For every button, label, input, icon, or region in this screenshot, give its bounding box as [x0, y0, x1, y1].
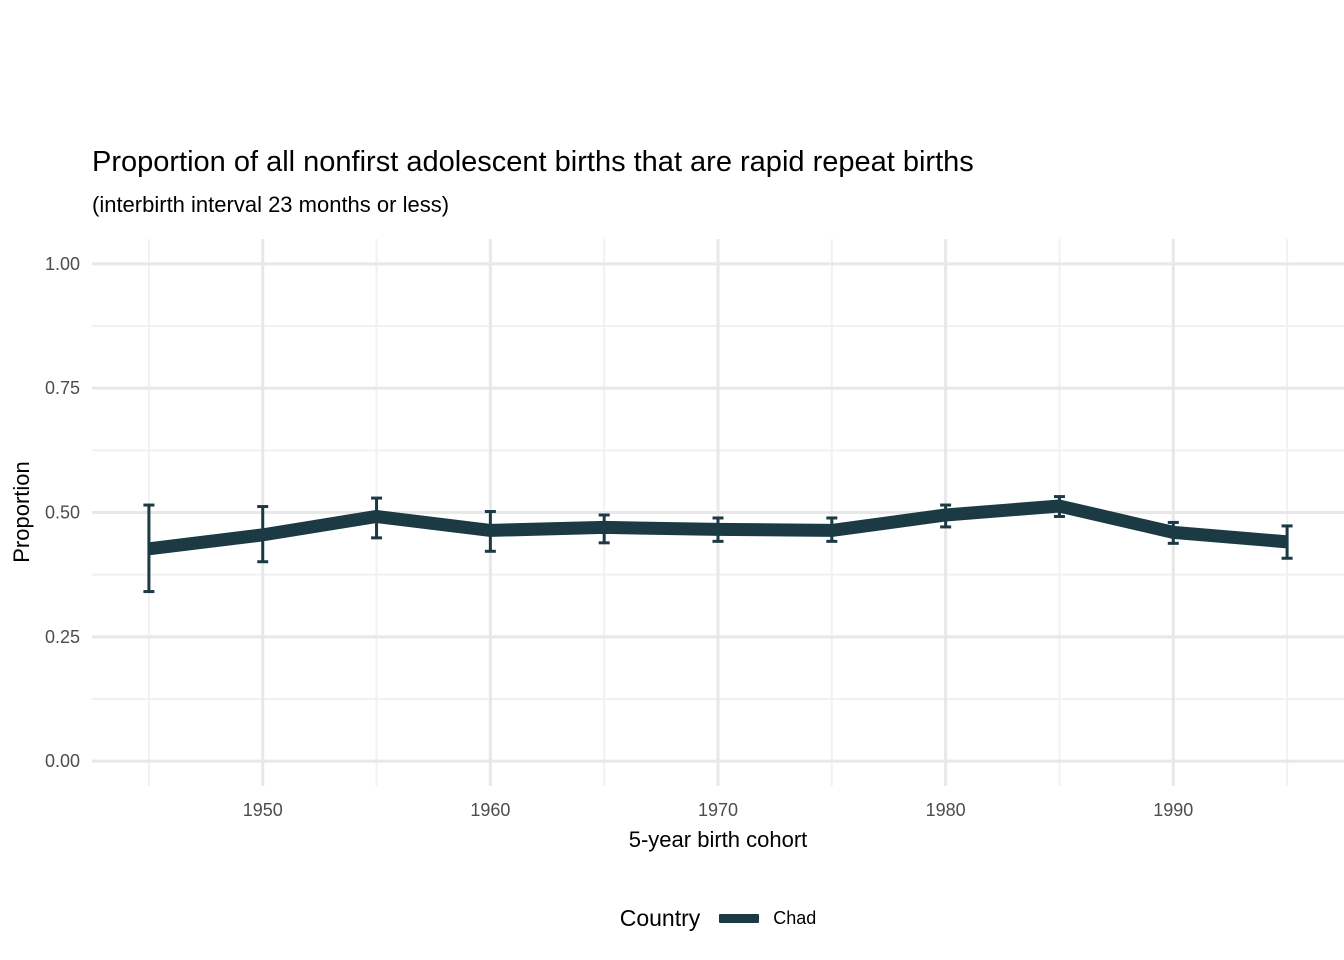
x-tick-label: 1980	[926, 800, 966, 820]
x-tick-label: 1950	[243, 800, 283, 820]
y-tick-label: 0.25	[45, 627, 80, 647]
chart-title: Proportion of all nonfirst adolescent bi…	[92, 146, 974, 178]
y-axis-title: Proportion	[9, 461, 34, 563]
legend-line-swatch	[719, 914, 760, 923]
x-axis-title: 5-year birth cohort	[628, 827, 808, 852]
legend-entry-label: Chad	[773, 908, 817, 928]
legend-title: Country	[619, 905, 701, 931]
x-tick-label: 1970	[698, 800, 738, 820]
chart-subtitle: (interbirth interval 23 months or less)	[92, 192, 450, 217]
y-tick-label: 0.00	[45, 751, 80, 771]
x-tick-label: 1990	[1153, 800, 1193, 820]
legend-key-chad: Chad	[719, 908, 816, 929]
x-tick-label: 1960	[470, 800, 510, 820]
y-tick-label: 0.75	[45, 378, 80, 398]
y-tick-label: 1.00	[45, 254, 80, 274]
legend: Country Chad	[92, 905, 1344, 932]
y-tick-label: 0.50	[45, 503, 80, 523]
series-line-chad	[148, 499, 1288, 556]
